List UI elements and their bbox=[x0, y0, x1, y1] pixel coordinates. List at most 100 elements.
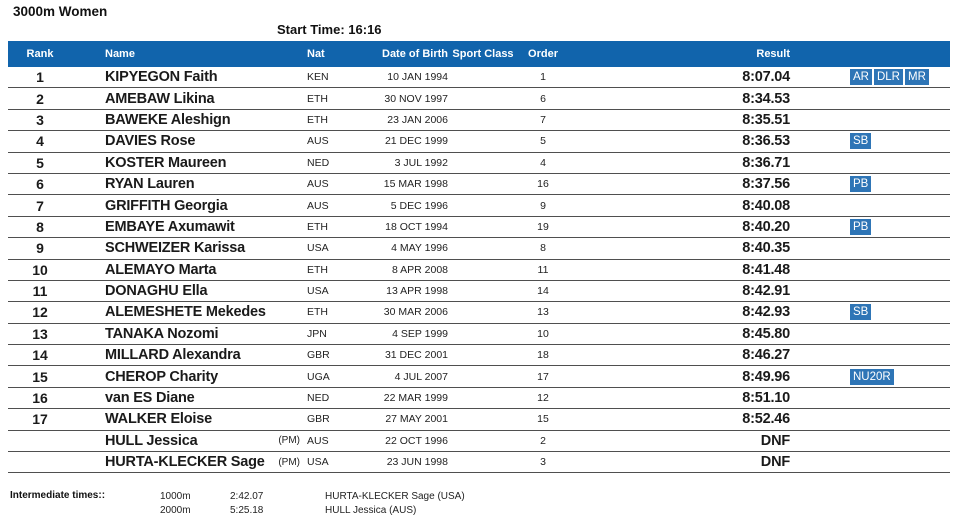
name-cell: ALEMAYO Marta bbox=[105, 261, 217, 278]
table-row: 3 BAWEKE Aleshign ETH 23 JAN 2006 7 8:35.51 bbox=[8, 109, 950, 132]
order-cell: 8 bbox=[540, 242, 546, 255]
result-badge: PB bbox=[850, 176, 872, 193]
table-row: 16 van ES Diane NED 22 MAR 1999 12 8:51.10 bbox=[8, 387, 950, 410]
result-badge: SB bbox=[850, 304, 872, 321]
result-badge: AR bbox=[850, 69, 872, 86]
table-row: HURTA-KLECKER Sage (PM) USA 23 JUN 1998 3 DNF bbox=[8, 452, 950, 474]
split-time: 5:25.18 bbox=[230, 504, 264, 516]
result-cell: 8:35.51 bbox=[742, 111, 790, 128]
dob-cell: 30 MAR 2006 bbox=[383, 306, 448, 319]
badges-cell bbox=[850, 324, 950, 344]
badges-cell bbox=[850, 153, 950, 173]
nat-cell: AUS bbox=[307, 178, 329, 191]
column-header-badges-spacer bbox=[850, 41, 950, 67]
dob-cell: 23 JAN 2006 bbox=[387, 113, 448, 126]
table-row: 9 SCHWEIZER Karissa USA 4 MAY 1996 8 8:40.35 bbox=[8, 238, 950, 260]
nat-cell: ETH bbox=[307, 113, 328, 126]
rank-cell: 14 bbox=[32, 347, 48, 364]
dob-cell: 31 DEC 2001 bbox=[384, 349, 448, 362]
order-cell: 9 bbox=[540, 199, 546, 212]
order-cell: 7 bbox=[540, 113, 546, 126]
table-row: 14 MILLARD Alexandra GBR 31 DEC 2001 18 8:46.… bbox=[8, 345, 950, 367]
intermediate-split: 2000m 5:25.18 HULL Jessica (AUS) bbox=[160, 504, 465, 517]
rank-cell: 8 bbox=[36, 218, 44, 235]
table-row: 13 TANAKA Nozomi JPN 4 SEP 1999 10 8:45.80 bbox=[8, 323, 950, 346]
nat-cell: USA bbox=[307, 242, 329, 255]
dob-cell: 3 JUL 1992 bbox=[394, 156, 448, 169]
order-cell: 1 bbox=[540, 71, 546, 84]
badges-cell bbox=[850, 238, 950, 258]
result-cell: 8:34.53 bbox=[742, 90, 790, 107]
dob-cell: 27 MAY 2001 bbox=[385, 413, 448, 426]
nat-cell: JPN bbox=[307, 327, 327, 340]
rank-cell: 5 bbox=[36, 154, 44, 171]
badges-cell: SB bbox=[850, 131, 950, 151]
table-row: 8 EMBAYE Axumawit ETH 18 OCT 1994 19 8:40.20 P… bbox=[8, 216, 950, 239]
name-cell: HURTA-KLECKER Sage bbox=[105, 454, 265, 471]
name-cell: MILLARD Alexandra bbox=[105, 347, 241, 364]
split-athlete: HURTA-KLECKER Sage (USA) bbox=[325, 491, 465, 503]
badges-cell: NU20R bbox=[850, 366, 950, 386]
badges-cell: PB bbox=[850, 174, 950, 194]
order-cell: 10 bbox=[537, 327, 549, 340]
table-row: 6 RYAN Lauren AUS 15 MAR 1998 16 8:37.56 PB bbox=[8, 173, 950, 196]
pm-tag: (PM) bbox=[278, 456, 300, 468]
name-cell: BAWEKE Aleshign bbox=[105, 111, 231, 128]
nat-cell: AUS bbox=[307, 135, 329, 148]
table-row: 10 ALEMAYO Marta ETH 8 APR 2008 11 8:41.48 bbox=[8, 259, 950, 281]
rank-cell: 3 bbox=[36, 111, 44, 128]
name-cell: KOSTER Maureen bbox=[105, 154, 227, 171]
badges-cell bbox=[850, 345, 950, 365]
result-cell: 8:45.80 bbox=[742, 325, 790, 342]
rank-cell: 12 bbox=[32, 304, 48, 321]
badges-cell: PB bbox=[850, 217, 950, 237]
split-time: 2:42.07 bbox=[230, 491, 264, 503]
dob-cell: 4 SEP 1999 bbox=[392, 327, 448, 340]
dob-cell: 4 MAY 1996 bbox=[391, 242, 448, 255]
start-time: Start Time: 16:16 bbox=[277, 22, 382, 37]
column-header-rank: Rank bbox=[26, 48, 54, 60]
split-distance: 1000m bbox=[160, 491, 191, 503]
table-row: 15 CHEROP Charity UGA 4 JUL 2007 17 8:49.96 NU… bbox=[8, 366, 950, 388]
result-cell: DNF bbox=[760, 454, 790, 471]
order-cell: 5 bbox=[540, 135, 546, 148]
order-cell: 11 bbox=[537, 263, 549, 276]
result-cell: 8:51.10 bbox=[742, 390, 790, 407]
name-cell: DAVIES Rose bbox=[105, 133, 196, 150]
rank-cell: 16 bbox=[32, 390, 48, 407]
order-cell: 19 bbox=[537, 220, 549, 233]
intermediate-times-label: Intermediate times:: bbox=[10, 490, 106, 502]
result-cell: DNF bbox=[760, 432, 790, 449]
dob-cell: 23 JUN 1998 bbox=[386, 456, 448, 469]
result-badge: DLR bbox=[873, 69, 903, 86]
nat-cell: NED bbox=[307, 392, 330, 405]
table-body: 1 KIPYEGON Faith KEN 10 JAN 1994 1 8:07.04 AR D… bbox=[8, 67, 950, 474]
result-cell: 8:42.93 bbox=[742, 304, 790, 321]
nat-cell: ETH bbox=[307, 220, 328, 233]
table-row: 11 DONAGHU Ella USA 13 APR 1998 14 8:42.91 bbox=[8, 280, 950, 303]
dob-cell: 13 APR 1998 bbox=[386, 285, 448, 298]
order-cell: 16 bbox=[537, 178, 549, 191]
name-cell: van ES Diane bbox=[105, 390, 195, 407]
rank-cell: 13 bbox=[32, 325, 48, 342]
nat-cell: GBR bbox=[307, 413, 330, 426]
name-cell: GRIFFITH Georgia bbox=[105, 197, 228, 214]
badges-cell bbox=[850, 452, 950, 472]
name-cell: DONAGHU Ella bbox=[105, 283, 208, 300]
result-cell: 8:07.04 bbox=[742, 69, 790, 86]
name-cell: KIPYEGON Faith bbox=[105, 69, 218, 86]
result-badge: NU20R bbox=[850, 368, 894, 385]
badges-cell bbox=[850, 88, 950, 108]
badges-cell bbox=[850, 260, 950, 280]
result-cell: 8:36.53 bbox=[742, 133, 790, 150]
order-cell: 3 bbox=[540, 456, 546, 469]
dob-cell: 21 DEC 1999 bbox=[384, 135, 448, 148]
nat-cell: USA bbox=[307, 456, 329, 469]
badges-cell bbox=[850, 110, 950, 130]
name-cell: EMBAYE Axumawit bbox=[105, 218, 235, 235]
nat-cell: KEN bbox=[307, 71, 329, 84]
name-cell: CHEROP Charity bbox=[105, 368, 218, 385]
dob-cell: 30 NOV 1997 bbox=[384, 92, 448, 105]
dob-cell: 18 OCT 1994 bbox=[385, 220, 448, 233]
column-header-result: Result bbox=[756, 48, 790, 60]
